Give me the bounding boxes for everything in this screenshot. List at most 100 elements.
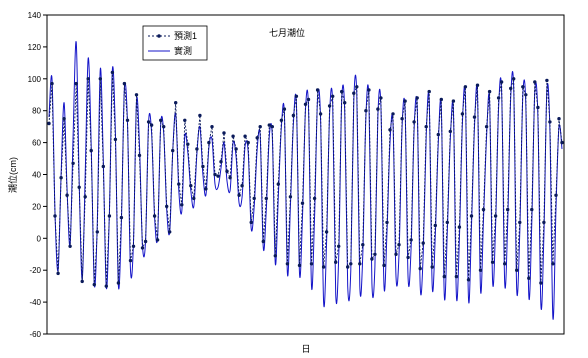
predicted-point (71, 161, 75, 165)
predicted-point (334, 260, 338, 264)
plot-area (46, 14, 565, 335)
predicted-point (475, 83, 480, 87)
predicted-point (503, 262, 507, 266)
predicted-point (379, 96, 383, 100)
predicted-point (439, 97, 443, 102)
predicted-point (149, 123, 154, 127)
predicted-point (113, 137, 118, 142)
predicted-point (421, 241, 425, 245)
predicted-point (530, 207, 534, 212)
predicted-point (74, 81, 78, 86)
y-axis-title: 潮位(cm) (7, 157, 18, 193)
predicted-point (352, 91, 356, 95)
predicted-point (548, 120, 552, 124)
predicted-point (255, 136, 259, 140)
predicted-point (382, 263, 386, 268)
predicted-point (472, 115, 477, 119)
predicted-point (192, 196, 196, 201)
predicted-point (358, 262, 362, 266)
predicted-point (340, 89, 344, 94)
predicted-point (237, 193, 241, 197)
predicted-point (481, 207, 486, 212)
predicted-point (394, 252, 398, 256)
predicted-point (80, 279, 84, 284)
legend-label-measured: 實測 (174, 45, 192, 56)
predicted-point (243, 134, 247, 138)
legend: 預測1 實測 (142, 25, 208, 61)
predicted-point (56, 271, 60, 276)
predicted-point (116, 281, 121, 285)
predicted-point (424, 125, 428, 129)
predicted-point (210, 125, 214, 129)
predicted-point (252, 196, 256, 201)
predicted-point (427, 89, 431, 94)
predicted-point (186, 142, 190, 146)
predicted-point (406, 255, 410, 260)
predicted-point (445, 220, 449, 225)
predicted-point (231, 134, 235, 138)
legend-box (142, 25, 208, 61)
predicted-point (454, 274, 459, 279)
predicted-point (137, 153, 142, 158)
predicted-point (110, 70, 115, 75)
predicted-point (95, 230, 100, 234)
predicted-point (249, 220, 253, 225)
predicted-point (509, 86, 513, 91)
predicted-point (536, 105, 540, 110)
predicted-point (415, 96, 419, 100)
predicted-point (560, 140, 564, 145)
predicted-point (512, 77, 516, 81)
predicted-point (165, 204, 169, 209)
predicted-point (279, 118, 284, 123)
predicted-point (324, 230, 329, 234)
predicted-point (554, 193, 558, 197)
predicted-point (490, 260, 495, 264)
predicted-point (412, 120, 416, 124)
predicted-point (433, 223, 437, 228)
predicted-point (101, 164, 106, 169)
predicted-point (521, 85, 525, 89)
predicted-point (288, 195, 293, 199)
x-axis-title: 日 (301, 344, 310, 354)
predicted-point (551, 262, 555, 266)
y-tick-label: 0 (37, 234, 42, 243)
predicted-point (222, 131, 226, 135)
predicted-point (466, 278, 471, 282)
predicted-point (457, 225, 462, 229)
predicted-point (273, 254, 277, 258)
predicted-point (484, 125, 489, 129)
predicted-point (128, 258, 133, 263)
predicted-point (557, 117, 561, 121)
predicted-point (174, 101, 178, 105)
predicted-point (183, 118, 187, 123)
y-tick-label: 80 (32, 107, 41, 116)
predicted-point (168, 230, 172, 234)
predicted-point (493, 214, 498, 218)
predicted-point (346, 265, 350, 269)
y-tick-label: 40 (32, 171, 41, 180)
predicted-point (180, 203, 184, 207)
predicted-point (315, 88, 320, 92)
predicted-point (204, 187, 208, 191)
predicted-point (213, 172, 217, 177)
predicted-point (499, 80, 504, 84)
predicted-point (451, 99, 456, 103)
predicted-point (300, 201, 305, 205)
predicted-point (373, 252, 377, 256)
predicted-point (140, 246, 145, 250)
predicted-point (195, 147, 199, 151)
predicted-point (146, 120, 151, 124)
predicted-point (92, 282, 97, 287)
predicted-point (89, 148, 93, 153)
predicted-point (367, 88, 371, 92)
y-tick-label: 120 (28, 43, 42, 52)
predicted-point (83, 195, 87, 199)
predicted-point (533, 80, 537, 84)
predicted-point (539, 281, 543, 285)
predicted-point (104, 284, 109, 288)
legend-label-predicted: 預測1 (174, 30, 197, 41)
predicted-point (234, 147, 238, 151)
predicted-point (152, 214, 157, 218)
predicted-point (312, 196, 317, 201)
